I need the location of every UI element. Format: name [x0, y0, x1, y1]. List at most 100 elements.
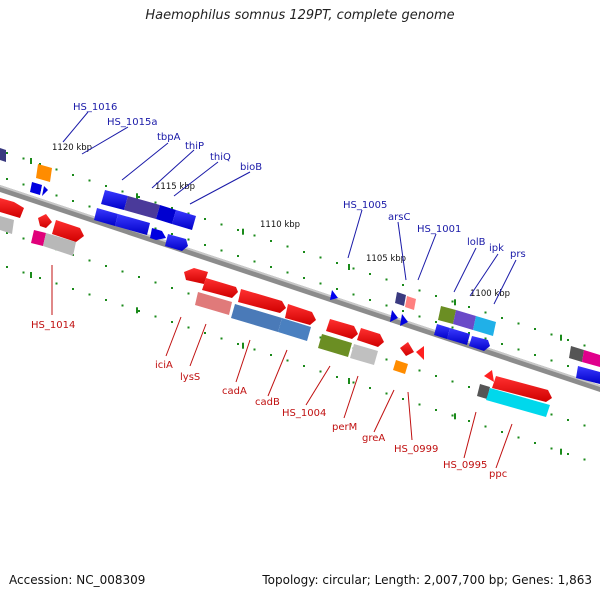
scale-dot	[567, 339, 569, 341]
gene-arrow	[124, 196, 160, 219]
scale-dot	[583, 424, 586, 427]
scale-dot	[72, 200, 74, 202]
gene-label-HS_1014: HS_1014	[31, 320, 75, 331]
gene-arrow	[393, 360, 408, 374]
scale-dot	[121, 190, 124, 193]
leader-line	[173, 161, 219, 197]
leader-line	[417, 233, 437, 281]
gene-arrow	[434, 324, 450, 339]
scale-tick	[242, 228, 244, 235]
gene-arrow	[492, 376, 552, 402]
scale-dot	[451, 300, 454, 303]
gene-arrow	[202, 278, 238, 298]
leader-line	[189, 323, 207, 367]
accession-label: Accession: NC_008309	[9, 573, 146, 587]
scale-dot	[352, 293, 355, 296]
scale-dot	[138, 310, 140, 312]
scale-dot	[369, 387, 371, 389]
gene-arrow	[484, 370, 494, 382]
scale-dot	[286, 245, 289, 248]
map-title: Haemophilus somnus 129PT, complete genom…	[145, 8, 455, 23]
scale-dot	[451, 414, 454, 417]
leader-line	[235, 339, 251, 383]
gene-arrow	[326, 319, 358, 339]
scale-dot	[319, 282, 322, 285]
forward-strand-genes	[0, 148, 600, 384]
gene-arrow	[36, 164, 52, 182]
scale-dot	[319, 256, 322, 259]
scale-dot	[501, 431, 503, 433]
scale-dot	[303, 365, 305, 367]
scale-dot	[171, 207, 173, 209]
scale-dot	[204, 332, 206, 334]
scale-dot	[88, 205, 91, 208]
scale-dot	[253, 234, 256, 237]
gene-arrow	[278, 318, 311, 341]
scale-dot	[6, 152, 8, 154]
scale-dot	[88, 259, 91, 262]
scale-tick	[30, 272, 32, 278]
scale-dot	[154, 315, 157, 318]
scale-dot	[39, 163, 41, 165]
scale-dot	[171, 321, 173, 323]
scale-dot	[369, 299, 371, 301]
gene-label-prs: prs	[510, 249, 526, 260]
scale-dot	[583, 458, 586, 461]
scale-dot	[204, 218, 206, 220]
scale-dot	[435, 409, 437, 411]
gene-arrow	[469, 336, 490, 351]
gene-arrow	[576, 366, 600, 384]
scale-dot	[220, 249, 223, 252]
gene-arrow	[438, 306, 456, 324]
scale-dot	[253, 260, 256, 263]
tick-label-1110: 1110 kbp	[260, 220, 300, 230]
scale-dot	[253, 348, 256, 351]
gene-arrow	[0, 198, 24, 218]
scale-dot	[567, 419, 569, 421]
gene-arrow	[395, 292, 406, 306]
scale-dot	[286, 359, 289, 362]
scale-dot	[534, 442, 536, 444]
scale-dot	[220, 337, 223, 340]
gene-arrow	[231, 304, 282, 332]
leader-line	[469, 253, 499, 297]
reverse-label-leaders	[51, 265, 513, 469]
scale-dot	[55, 194, 58, 197]
leader-line	[453, 247, 477, 293]
gene-label-cadA: cadA	[222, 386, 247, 397]
scale-tick	[454, 299, 456, 306]
tick-label-1115: 1115 kbp	[155, 182, 195, 192]
leader-line	[463, 411, 477, 459]
tick-label-1105: 1105 kbp	[366, 254, 406, 264]
scale-dot	[88, 293, 91, 296]
gene-arrow	[52, 220, 84, 242]
scale-tick	[560, 448, 562, 455]
scale-dot	[550, 413, 553, 416]
scale-dot	[319, 336, 322, 339]
gene-label-greA: greA	[362, 433, 385, 444]
topology-label: Topology: circular; Length: 2,007,700 bp…	[262, 573, 592, 587]
scale-dot	[385, 278, 388, 281]
leader-line	[343, 375, 359, 419]
scale-dot	[22, 157, 25, 160]
scale-dot	[187, 326, 190, 329]
scale-dot	[121, 304, 124, 307]
gene-arrow	[0, 216, 14, 234]
gene-arrow	[416, 346, 424, 360]
scale-dot	[138, 196, 140, 198]
gene-arrow	[94, 208, 118, 226]
scale-dot	[534, 354, 536, 356]
scale-dot	[72, 288, 74, 290]
scale-dot	[501, 343, 503, 345]
gene-arrow	[238, 289, 286, 313]
leader-line	[121, 142, 169, 181]
scale-dot	[336, 262, 338, 264]
scale-tick	[560, 334, 562, 341]
scale-tick	[348, 378, 350, 384]
scale-dot	[319, 370, 322, 373]
scale-dot	[55, 168, 58, 171]
scale-dot	[6, 266, 8, 268]
leader-line	[495, 423, 513, 469]
gene-label-perM: perM	[332, 422, 357, 433]
leader-line	[347, 209, 363, 259]
